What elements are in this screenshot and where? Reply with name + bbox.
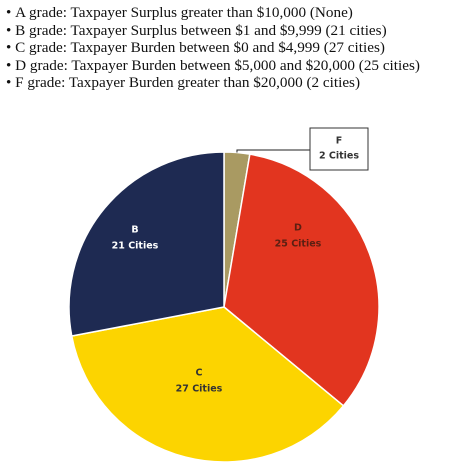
bullet-item: B grade: Taxpayer Surplus between $1 and… [6,22,420,40]
slice-value-label: 2 Cities [319,151,359,162]
bullet-item: D grade: Taxpayer Burden between $5,000 … [6,57,420,75]
bullet-item: A grade: Taxpayer Surplus greater than $… [6,4,420,22]
slice-value-label: 21 Cities [112,241,159,252]
slice-label: D [294,223,302,234]
bullet-item: C grade: Taxpayer Burden between $0 and … [6,39,420,57]
slice-label: C [196,368,203,379]
pie-slice [223,153,380,407]
pie-slice [68,151,225,337]
slice-label: B [131,225,138,236]
slice-value-label: 25 Cities [275,239,322,250]
slice-label: F [336,136,343,147]
pie-slice [70,306,345,463]
callout-box [309,127,369,171]
slice-value-label: 27 Cities [176,384,223,395]
bullet-list: A grade: Taxpayer Surplus greater than $… [6,4,420,92]
bullet-item: F grade: Taxpayer Burden greater than $2… [6,74,420,92]
callout-line [236,149,310,153]
